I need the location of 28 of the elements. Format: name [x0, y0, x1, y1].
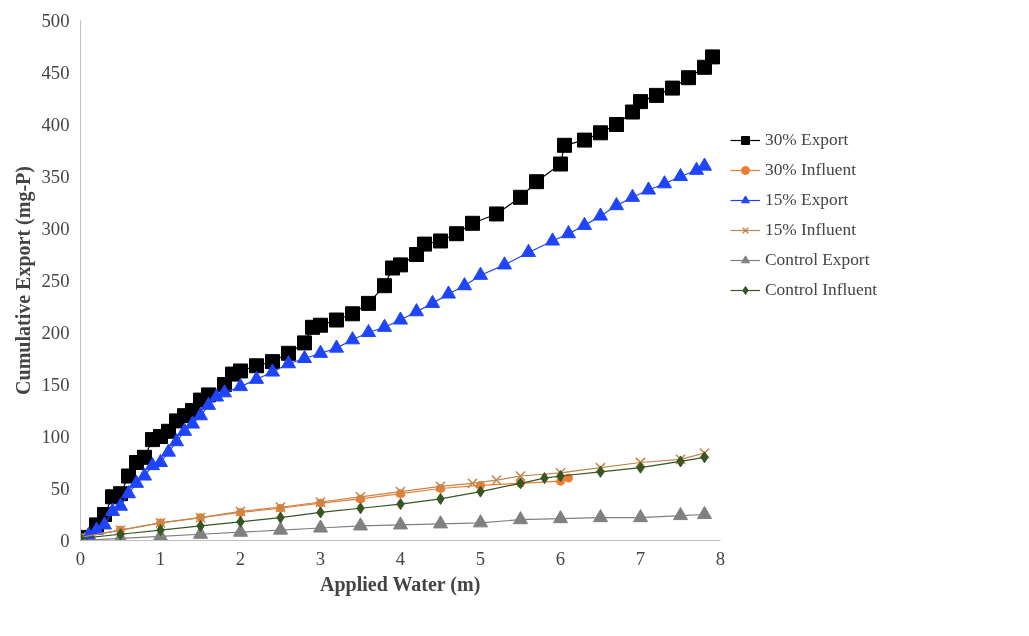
x-tick-label: 4 — [395, 547, 406, 569]
y-tick-label: 250 — [41, 270, 70, 291]
y-axis-title: Cumulative Export (mg-P) — [11, 166, 35, 395]
y-tick-label: 350 — [41, 166, 70, 187]
x-tick-label: 5 — [475, 547, 486, 569]
y-tick-label: 200 — [41, 322, 70, 343]
x-axis-title: Applied Water (m) — [319, 572, 481, 596]
legend-label: 30% Influent — [765, 160, 856, 180]
y-tick-label: 0 — [60, 530, 70, 551]
x-tick-label: 3 — [315, 547, 326, 569]
legend-label: Control Export — [765, 250, 870, 270]
legend-label: 15% Export — [765, 190, 849, 210]
y-tick-label: 150 — [41, 374, 70, 395]
x-tick-label: 8 — [715, 547, 726, 569]
y-tick-label: 450 — [41, 62, 70, 83]
y-tick-label: 300 — [41, 218, 70, 239]
y-tick-label: 400 — [41, 114, 70, 135]
legend-label: 15% Influent — [765, 220, 856, 240]
x-tick-label: 2 — [235, 547, 246, 569]
y-tick-label: 50 — [50, 478, 70, 499]
legend-label: 30% Export — [765, 130, 849, 150]
y-tick-label: 100 — [41, 426, 70, 447]
y-tick-label: 500 — [41, 10, 70, 31]
x-tick-label: 0 — [75, 547, 86, 569]
legend-label: Control Influent — [765, 280, 878, 300]
x-tick-label: 1 — [155, 547, 166, 569]
x-tick-label: 6 — [555, 547, 566, 569]
x-tick-label: 7 — [635, 547, 646, 569]
